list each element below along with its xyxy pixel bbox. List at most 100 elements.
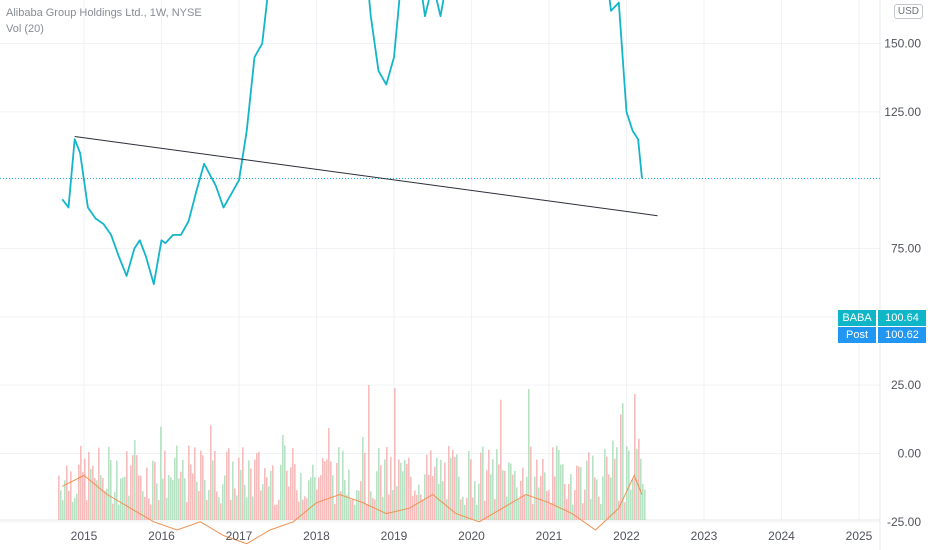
volume-bar [354,504,356,520]
volume-bar [336,462,338,520]
volume-bar [458,476,460,520]
volume-bar [542,458,544,520]
y-tick-label: -25.00 [887,515,921,529]
volume-bar [132,455,134,520]
x-tick-label: 2015 [71,529,98,543]
volume-bar [160,426,162,520]
volume-bar [328,427,330,520]
volume-ma-path [62,474,643,545]
volume-bar [182,459,184,520]
volume-bar [58,475,60,520]
volume-bar [80,445,82,520]
volume-bar [540,475,542,520]
volume-bar [298,501,300,520]
volume-bar [78,464,80,520]
volume-bar [594,477,596,520]
volume-bar [468,450,470,520]
y-tick-label: 150.00 [884,37,921,51]
volume-bar [586,460,588,520]
volume-bar [428,474,430,520]
volume-bar [374,499,376,520]
volume-bar [366,503,368,520]
volume-bar [558,450,560,520]
volume-bar [494,499,496,520]
volume-bar [478,483,480,520]
volume-bar [266,477,268,520]
volume-bar [166,497,168,520]
volume-bar [314,477,316,520]
volume-bar [402,471,404,520]
volume-bar [360,481,362,520]
volume-bar [466,497,468,520]
price-series [0,0,880,286]
volume-bar [302,499,304,520]
volume-bar [556,445,558,520]
volume-legend[interactable]: Vol (20) [6,23,44,35]
volume-bar [570,474,572,520]
volume-bar [188,445,190,520]
volume-bar [356,490,358,520]
volume-bar [322,458,324,520]
volume-bar [238,457,240,520]
volume-bar [522,467,524,520]
x-tick-label: 2019 [381,529,408,543]
volume-bar [590,498,592,520]
volume-bar [560,464,562,520]
volume-bar [386,446,388,520]
volume-bar [186,501,188,520]
volume-bar [300,473,302,520]
volume-bar [138,475,140,520]
volume-bar [404,459,406,520]
volume-bar [498,464,500,520]
volume-bar [292,448,294,520]
currency-button[interactable]: USD [893,4,923,19]
volume-bar [222,484,224,520]
volume-bar [388,494,390,520]
y-tick-label: 75.00 [891,242,921,256]
volume-bar [168,475,170,520]
volume-bar [330,461,332,520]
volume-bar [114,492,116,520]
volume-bar [390,457,392,520]
volume-bar [634,394,636,520]
volume-bar [392,490,394,520]
volume-bar [74,497,76,520]
volume-bar [92,465,94,520]
volume-bar [596,479,598,520]
volume-bar [616,447,618,520]
volume-bar [218,497,220,520]
post-price-label: Post [838,327,876,343]
volume-bar [554,476,556,520]
volume-bar [482,446,484,520]
post-price-value: 100.62 [878,327,926,343]
volume-bar [610,477,612,520]
volume-bar [230,499,232,520]
volume-bar [62,500,64,520]
volume-bar [350,499,352,520]
volume-bar [524,494,526,520]
volume-bar [152,460,154,520]
x-tick-label: 2018 [303,529,330,543]
volume-bar [234,488,236,520]
volume-bar [82,472,84,520]
volume-bar [582,503,584,520]
volume-bar [504,470,506,520]
volume-bar [372,497,374,520]
volume-bar [438,483,440,520]
volume-bar [76,493,78,520]
volume-bar [510,463,512,520]
volume-bar [180,471,182,520]
volume-bar [484,500,486,520]
volume-bar [106,488,108,520]
volume-bar [444,462,446,520]
volume-bar [232,461,234,520]
volume-bar [624,502,626,520]
volume-bar [258,451,260,520]
volume-bar [638,438,640,520]
volume-bar [210,425,212,520]
volume-bar [172,480,174,520]
trendline-path[interactable] [74,135,658,217]
volume-bar [410,476,412,520]
volume-bar [452,449,454,520]
